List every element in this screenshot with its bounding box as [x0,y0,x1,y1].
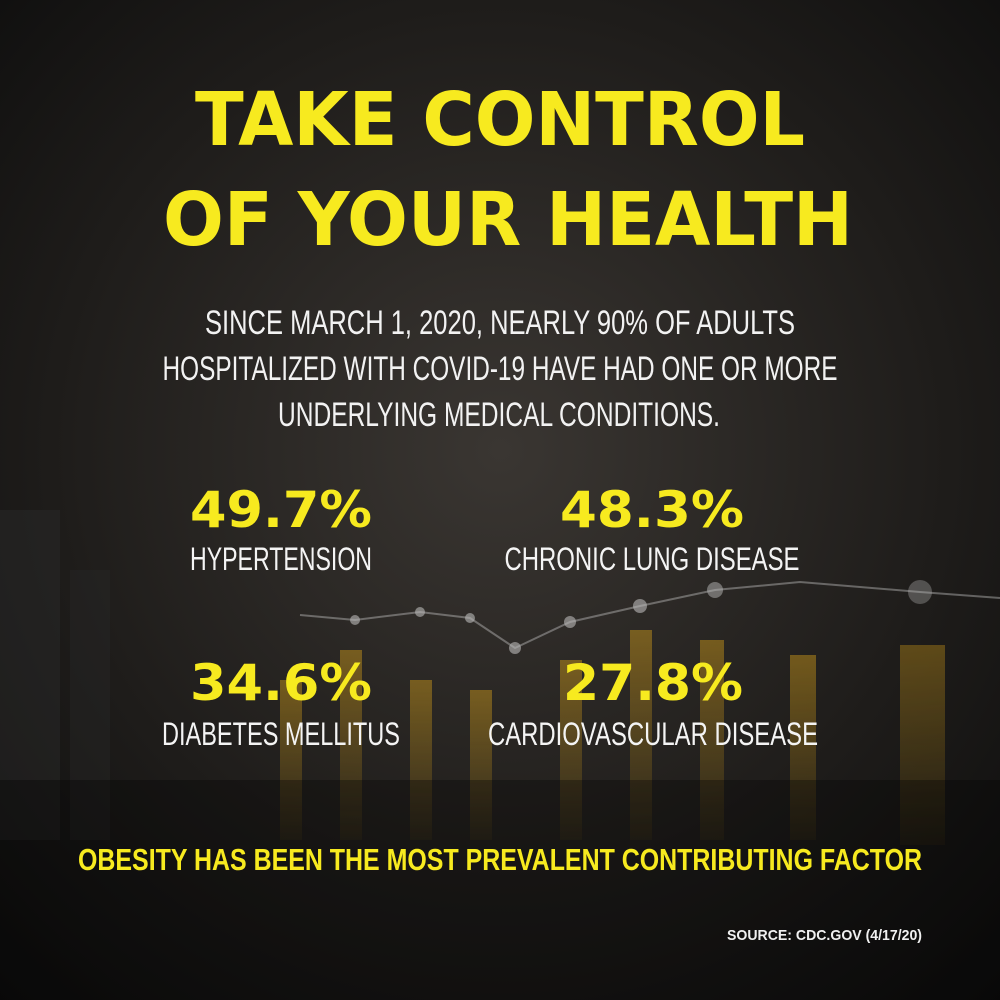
title-line: TAKE CONTROL [195,77,805,163]
title-line: OF YOUR HEALTH [163,177,853,263]
footer-note: OBESITY HAS BEEN THE MOST PREVALENT CONT… [78,842,922,877]
stat-label: HYPERTENSION [190,541,372,577]
stat-label: CARDIOVASCULAR DISEASE [488,716,818,752]
source: SOURCE: CDC.GOV (4/17/20) [727,927,922,944]
stat-value: 49.7% [190,481,372,539]
decorative-chart [0,510,1000,1000]
stat-value: 34.6% [190,654,372,712]
stat-value: 27.8% [563,654,743,712]
subtitle-line: HOSPITALIZED WITH COVID-19 HAVE HAD ONE … [163,350,838,388]
stat-label: DIABETES MELLITUS [162,716,400,752]
stat-value: 48.3% [560,481,744,539]
subtitle-line: UNDERLYING MEDICAL CONDITIONS. [278,396,720,434]
stat-label: CHRONIC LUNG DISEASE [505,541,800,577]
subtitle-line: SINCE MARCH 1, 2020, NEARLY 90% OF ADULT… [205,304,795,342]
